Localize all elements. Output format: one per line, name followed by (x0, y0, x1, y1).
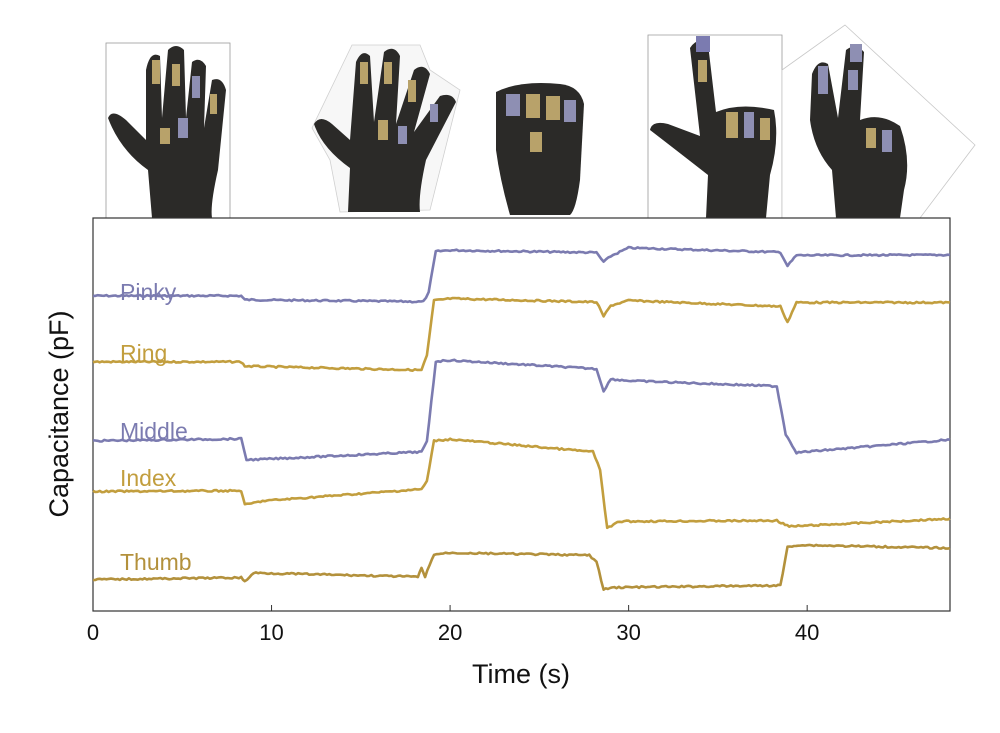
series-label-pinky: Pinky (120, 279, 177, 305)
series-line-middle (92, 358, 951, 462)
series-layer (92, 245, 951, 592)
series-line-thumb (92, 543, 951, 592)
plot-area (92, 217, 951, 612)
series-label-index: Index (120, 465, 177, 491)
series-label-thumb: Thumb (120, 549, 192, 575)
x-tick-label-10: 10 (259, 620, 283, 645)
series-label-middle: Middle (120, 418, 188, 444)
x-axis-title: Time (s) (472, 659, 570, 689)
gesture-spread-fingers-image (311, 44, 461, 213)
gesture-open-hand-image (105, 42, 231, 219)
series-label-layer: Pinky Ring Middle Index Thumb (120, 279, 192, 575)
gesture-photos (105, 24, 976, 219)
gesture-v-sign-image (781, 24, 976, 219)
x-tick-label-20: 20 (438, 620, 462, 645)
y-axis-title: Capacitance (pF) (44, 310, 74, 517)
gesture-index-pointing-image (647, 34, 783, 219)
series-line-index (92, 437, 951, 530)
x-tick-label-0: 0 (87, 620, 99, 645)
gesture-fist-image (496, 83, 584, 215)
x-tick-layer: 0 10 20 30 40 (87, 605, 819, 645)
series-line-pinky (92, 245, 951, 304)
x-tick-label-30: 30 (616, 620, 640, 645)
x-tick-label-40: 40 (795, 620, 819, 645)
series-label-ring: Ring (120, 340, 167, 366)
series-line-ring (92, 296, 951, 373)
